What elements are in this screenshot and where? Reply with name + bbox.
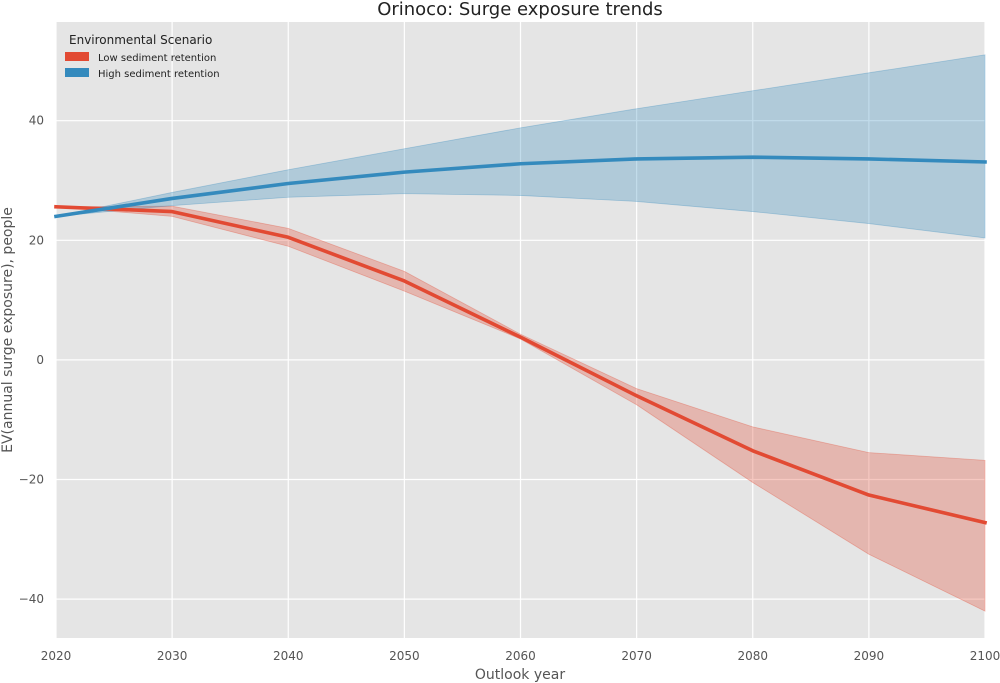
y-tick-label: 20: [29, 233, 44, 247]
x-tick-labels: 2020 2030 2040 2050 2060 2070 2080 2090 2100: [41, 649, 1000, 663]
legend-label-high-sediment: High sediment retention: [98, 69, 220, 80]
y-tick-label: −20: [19, 473, 44, 487]
series-lines: [53, 155, 988, 525]
y-tick-label: −40: [19, 592, 44, 606]
x-tick-label: 2090: [854, 649, 885, 663]
x-tick-label: 2060: [505, 649, 536, 663]
x-tick-label: 2070: [621, 649, 652, 663]
chart-title: Orinoco: Surge exposure trends: [377, 0, 663, 20]
legend-title: Environmental Scenario: [69, 33, 212, 47]
legend-swatch-high-sediment: [65, 68, 89, 77]
x-tick-label: 2100: [970, 649, 1000, 663]
band-high-sediment: [55, 54, 986, 239]
y-tick-label: 40: [29, 114, 44, 128]
x-axis-label: Outlook year: [475, 667, 565, 683]
line-high-sediment: [53, 155, 987, 219]
line-low-sediment: [54, 204, 988, 525]
legend-label-low-sediment: Low sediment retention: [98, 53, 216, 64]
band-low-sediment: [55, 205, 986, 612]
y-tick-label: 0: [36, 353, 44, 367]
x-tick-label: 2040: [273, 649, 304, 663]
x-tick-label: 2030: [157, 649, 188, 663]
confidence-bands: [55, 54, 986, 612]
x-tick-label: 2080: [737, 649, 768, 663]
y-axis-label: EV(annual surge exposure), people: [0, 207, 16, 453]
x-tick-label: 2020: [41, 649, 72, 663]
x-tick-label: 2050: [389, 649, 420, 663]
y-tick-labels: −40 −20 0 20 40: [19, 114, 44, 606]
legend-swatch-low-sediment: [65, 52, 89, 61]
legend: Environmental Scenario Low sediment rete…: [65, 33, 220, 80]
